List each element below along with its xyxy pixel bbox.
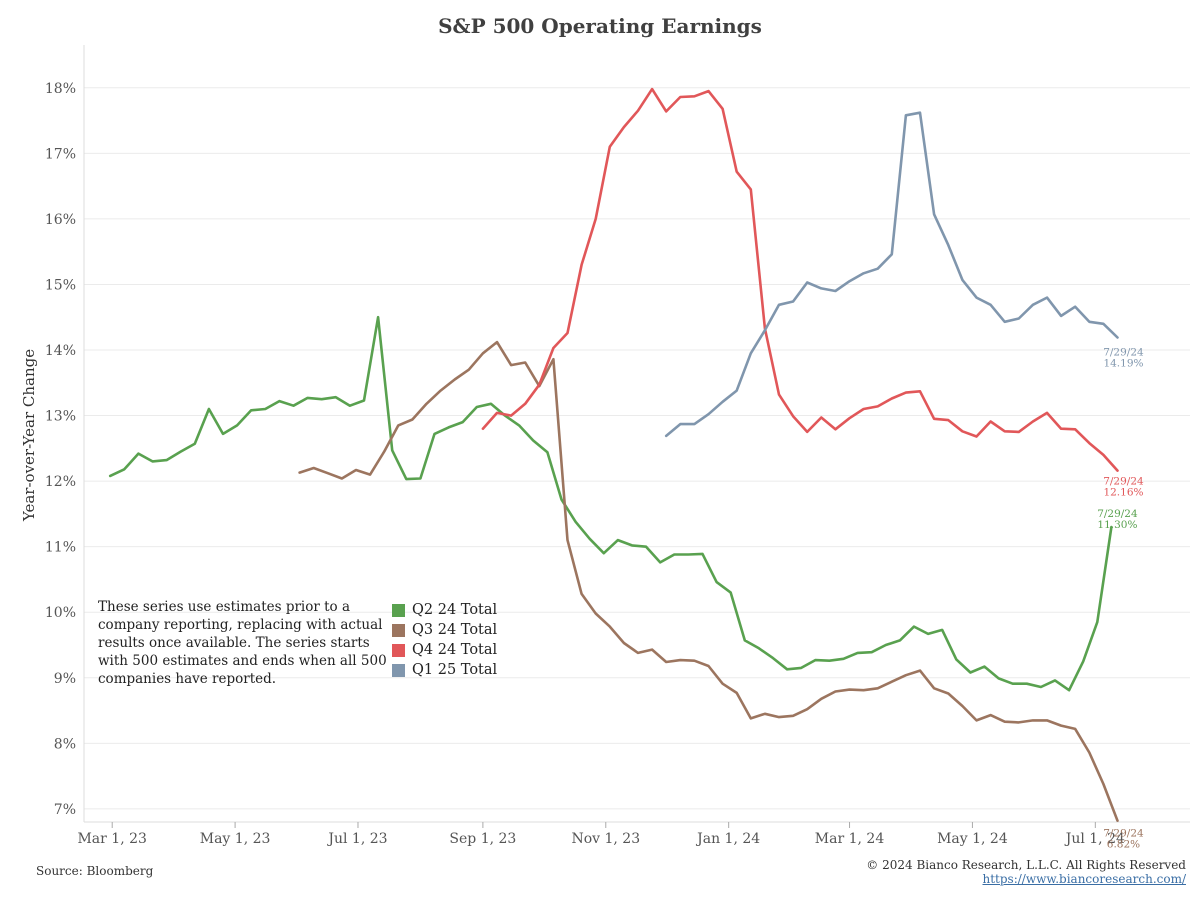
series-lines [108,87,1119,823]
series-line-q1-25-total[interactable] [664,111,1119,438]
x-tick-label: Jul 1, 24 [1064,831,1125,847]
legend-item-q3[interactable]: Q3 24 Total [392,620,497,640]
y-axis-label: Year-over-Year Change [20,349,38,522]
legend-item-q1[interactable]: Q1 25 Total [392,660,497,680]
legend: Q2 24 Total Q3 24 Total Q4 24 Total Q1 2… [392,600,497,680]
end-label-value: 11.30% [1097,519,1137,531]
x-tick-label: May 1, 23 [200,831,271,847]
copyright-text: © 2024 Bianco Research, L.L.C. All Right… [866,858,1186,872]
legend-swatch-q3 [392,623,405,637]
legend-label: Q1 25 Total [412,662,498,678]
methodology-note: These series use estimates prior to a co… [98,599,387,687]
end-label-value: 6.82% [1107,839,1140,851]
website-link[interactable]: https://www.biancoresearch.com/ [982,872,1186,886]
y-tick-label: 16% [45,212,76,228]
legend-label: Q4 24 Total [412,642,498,658]
y-tick-label: 9% [54,671,76,687]
legend-label: Q2 24 Total [412,602,498,618]
source-note: Source: Bloomberg [36,864,154,878]
y-tick-label: 7% [54,802,76,818]
y-tick-label: 14% [45,343,76,359]
x-tick-label: Jul 1, 23 [326,831,387,847]
gridlines [83,45,1190,823]
y-tick-label: 11% [45,540,76,556]
x-tick-label: Mar 1, 24 [815,831,885,847]
legend-swatch-q4 [392,643,405,657]
y-tick-label: 8% [54,736,76,752]
y-tick-label: 13% [45,409,76,425]
series-line-q4-24-total[interactable] [481,87,1119,472]
y-axis-ticks: 7% 8% 9% 10% 11% 12% 13% 14% 15% 16% 17% 18% [45,81,76,818]
x-tick-label: May 1, 24 [937,831,1008,847]
y-tick-label: 10% [45,605,76,621]
legend-item-q4[interactable]: Q4 24 Total [392,640,497,660]
end-label-value: 14.19% [1103,358,1143,370]
end-label-date: 7/29/24 [1097,508,1138,520]
x-tick-label: Sep 1, 23 [449,831,516,847]
y-tick-label: 18% [45,81,76,97]
legend-label: Q3 24 Total [412,622,498,638]
series-line-q2-24-total[interactable] [108,315,1113,692]
x-tick-label: Mar 1, 23 [77,831,146,847]
legend-item-q2[interactable]: Q2 24 Total [392,600,497,620]
x-tick-label: Nov 1, 23 [571,831,640,847]
chart-title: S&P 500 Operating Earnings [438,14,762,38]
series-line-q3-24-total[interactable] [298,340,1119,823]
x-tick-label: Jan 1, 24 [695,831,760,847]
x-axis-ticks: Mar 1, 23 May 1, 23 Jul 1, 23 Sep 1, 23 Nov … [77,822,1125,847]
end-label-date: 7/29/24 [1103,347,1144,359]
y-tick-label: 17% [45,146,76,162]
y-tick-label: 15% [45,277,76,293]
copyright-block: © 2024 Bianco Research, L.L.C. All Right… [866,858,1186,886]
end-labels: 7/29/2411.30%7/29/246.82%7/29/2412.16%7/… [1097,347,1144,851]
legend-swatch-q2 [392,603,405,617]
legend-swatch-q1 [392,663,405,677]
end-label-date: 7/29/24 [1103,828,1144,840]
end-label-value: 12.16% [1103,487,1143,499]
y-tick-label: 12% [45,474,76,490]
end-label-date: 7/29/24 [1103,476,1144,488]
